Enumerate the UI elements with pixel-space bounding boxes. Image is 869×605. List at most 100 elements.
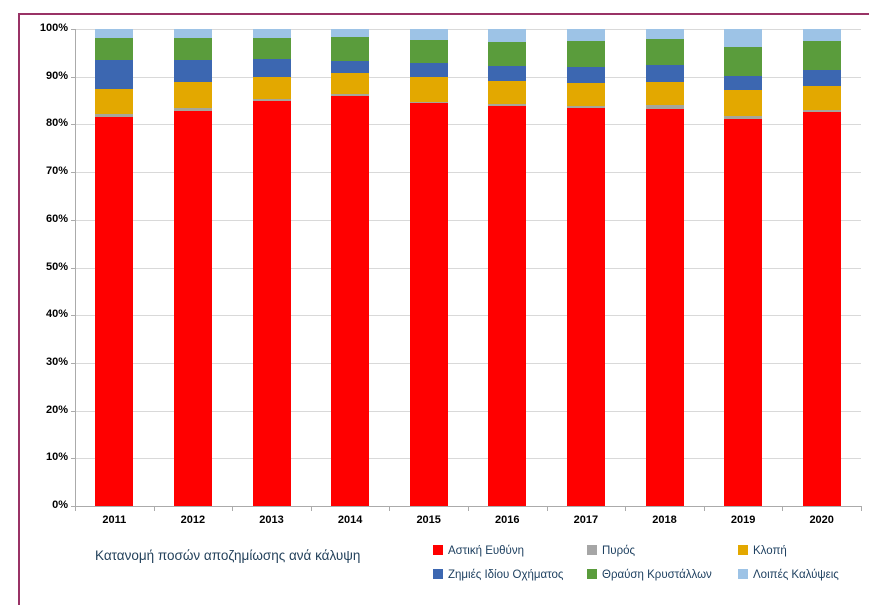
bar-segment — [409, 62, 448, 77]
legend-label: Λοιπές Καλύψεις — [753, 569, 839, 581]
bar-segment — [724, 29, 763, 47]
x-axis-tick — [232, 506, 234, 511]
stacked-bar-2013 — [252, 29, 291, 506]
legend-item: Πυρός — [587, 541, 636, 557]
bar-segment — [173, 107, 212, 111]
bar-segment — [488, 104, 527, 106]
bar-segment — [409, 101, 448, 104]
legend-item: Αστική Ευθύνη — [433, 541, 524, 557]
x-axis-tick — [310, 506, 312, 511]
bar-segment — [252, 76, 291, 99]
x-axis-tick — [75, 506, 76, 511]
bar-segment — [95, 29, 134, 39]
y-tick-label: 10% — [45, 451, 68, 464]
grid-line — [75, 219, 861, 221]
bar-segment — [645, 105, 684, 109]
bar-segment — [724, 75, 763, 91]
y-axis-tick — [71, 506, 75, 507]
bar-segment — [566, 41, 605, 68]
bar-segment — [802, 112, 841, 506]
x-axis-tick — [468, 506, 469, 511]
grid-line — [75, 410, 861, 412]
bar-segment — [488, 105, 527, 506]
y-axis-tick — [71, 410, 75, 412]
bar-segment — [331, 60, 370, 74]
y-tick-label: 0% — [52, 499, 68, 511]
legend-swatch-icon — [587, 569, 597, 579]
stacked-bar-2012 — [173, 29, 212, 506]
x-axis-tick — [782, 506, 784, 511]
bar-segment — [331, 95, 370, 506]
bar-segment — [566, 67, 605, 84]
chart-title: Κατανομή ποσών αποζημίωσης ανά κάλυψη — [95, 548, 361, 563]
x-tick-label: 2019 — [730, 514, 756, 526]
bar-segment — [173, 110, 212, 506]
y-tick-label: 100% — [39, 22, 68, 34]
legend-item: Ζημιές Ιδίου Οχήματος — [433, 565, 563, 581]
bar-segment — [95, 38, 134, 61]
y-axis-tick — [71, 124, 75, 126]
bar-segment — [488, 42, 527, 67]
bar-segment — [252, 98, 291, 101]
x-axis-tick — [389, 506, 391, 511]
stacked-bar-2019 — [724, 29, 763, 506]
bar-segment — [802, 110, 841, 113]
y-axis-line — [75, 29, 76, 506]
bar-segment — [645, 64, 684, 82]
bar-segment — [95, 60, 134, 90]
bar-segment — [331, 29, 370, 37]
x-tick-label: 2015 — [416, 514, 441, 526]
grid-line — [75, 267, 861, 269]
bar-segment — [724, 46, 763, 76]
grid-line — [75, 458, 861, 460]
legend-item: Θραύση Κρυστάλλων — [587, 565, 712, 581]
grid-line — [75, 362, 861, 364]
x-tick-label: 2017 — [573, 514, 599, 526]
legend-item: Λοιπές Καλύψεις — [738, 565, 839, 581]
bar-segment — [802, 29, 841, 41]
bar-segment — [566, 29, 605, 42]
bar-segment — [95, 89, 134, 114]
stacked-bar-2015 — [409, 29, 448, 506]
x-tick-label: 2014 — [337, 514, 363, 526]
grid-line — [75, 76, 861, 78]
chart-image: 0% 10% 20% 30% 40% 50% 60% 70% 80% 90% 100% 2011 20… — [18, 13, 869, 605]
bar-segment — [645, 81, 684, 106]
y-axis-tick — [71, 267, 75, 269]
bar-segment — [488, 80, 527, 105]
x-tick-label: 2020 — [809, 514, 834, 526]
y-axis-tick — [71, 458, 75, 460]
bar-segment — [409, 103, 448, 506]
bar-segment — [252, 29, 291, 38]
bar-segment — [173, 37, 212, 60]
stacked-bar-2016 — [488, 29, 527, 506]
bar-segment — [566, 108, 605, 506]
x-axis-tick — [546, 506, 548, 511]
bar-segment — [645, 29, 684, 39]
stacked-bar-2014 — [331, 29, 370, 506]
bar-segment — [802, 69, 841, 86]
legend-swatch-icon — [738, 545, 748, 555]
bar-segment — [409, 39, 448, 63]
legend-item: Κλοπή — [738, 541, 787, 557]
bar-segment — [252, 37, 291, 59]
legend-swatch-icon — [587, 545, 597, 555]
x-axis-tick — [861, 506, 862, 511]
plot-area — [75, 29, 861, 506]
x-tick-label: 2013 — [259, 514, 284, 526]
y-tick-label: 50% — [45, 260, 68, 273]
y-axis-tick — [71, 315, 75, 317]
y-axis-tick — [71, 172, 75, 174]
bar-segment — [331, 94, 370, 96]
bar-segment — [488, 66, 527, 81]
legend-swatch-icon — [433, 569, 443, 579]
x-axis-tick — [703, 506, 705, 511]
grid-line — [75, 315, 861, 317]
bar-segment — [645, 38, 684, 65]
chart-frame-border — [18, 13, 869, 605]
legend-label: Πυρός — [602, 545, 636, 557]
bar-segment — [173, 29, 212, 38]
y-tick-label: 60% — [45, 212, 68, 225]
bar-segment — [802, 85, 841, 111]
grid-line — [75, 172, 861, 174]
